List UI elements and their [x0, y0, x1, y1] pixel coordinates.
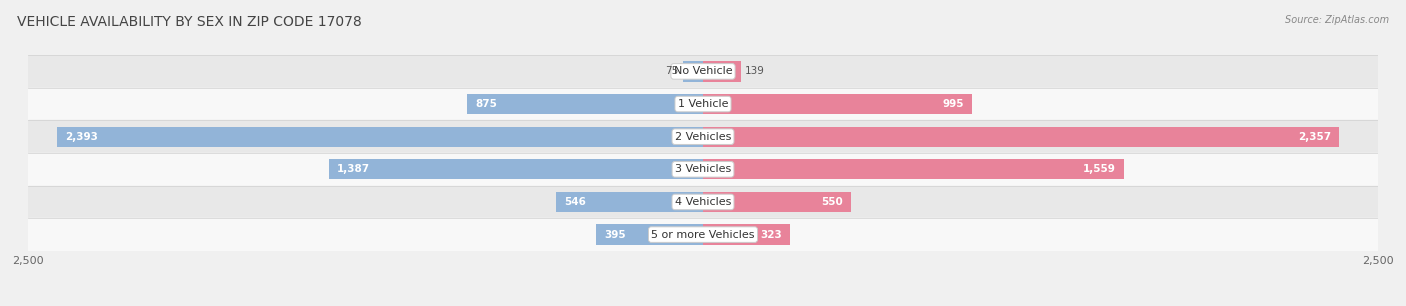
Text: 2,357: 2,357 — [1298, 132, 1331, 142]
Text: 550: 550 — [821, 197, 844, 207]
Bar — [703, 192, 852, 212]
Text: No Vehicle: No Vehicle — [673, 66, 733, 76]
Bar — [58, 127, 703, 147]
Bar — [28, 120, 1378, 153]
Text: 75: 75 — [665, 66, 679, 76]
Bar — [703, 94, 972, 114]
Bar — [555, 192, 703, 212]
Text: Source: ZipAtlas.com: Source: ZipAtlas.com — [1285, 15, 1389, 25]
Bar — [703, 61, 741, 81]
Text: 2,393: 2,393 — [65, 132, 98, 142]
Bar — [28, 186, 1378, 218]
Text: 875: 875 — [475, 99, 496, 109]
Text: 546: 546 — [564, 197, 585, 207]
Bar — [596, 225, 703, 245]
Bar — [703, 127, 1340, 147]
Bar — [28, 153, 1378, 186]
Bar — [28, 88, 1378, 120]
Text: 1,559: 1,559 — [1083, 164, 1116, 174]
Text: 2 Vehicles: 2 Vehicles — [675, 132, 731, 142]
Text: 4 Vehicles: 4 Vehicles — [675, 197, 731, 207]
Bar — [28, 55, 1378, 88]
Text: 1,387: 1,387 — [336, 164, 370, 174]
Bar — [703, 225, 790, 245]
Text: 1 Vehicle: 1 Vehicle — [678, 99, 728, 109]
Bar — [28, 218, 1378, 251]
Text: 323: 323 — [761, 230, 782, 240]
Text: 395: 395 — [605, 230, 626, 240]
Text: 3 Vehicles: 3 Vehicles — [675, 164, 731, 174]
Text: 139: 139 — [745, 66, 765, 76]
Bar — [683, 61, 703, 81]
Text: VEHICLE AVAILABILITY BY SEX IN ZIP CODE 17078: VEHICLE AVAILABILITY BY SEX IN ZIP CODE … — [17, 15, 361, 29]
Bar — [467, 94, 703, 114]
Bar — [329, 159, 703, 179]
Text: 995: 995 — [942, 99, 963, 109]
Bar — [703, 159, 1123, 179]
Text: 5 or more Vehicles: 5 or more Vehicles — [651, 230, 755, 240]
